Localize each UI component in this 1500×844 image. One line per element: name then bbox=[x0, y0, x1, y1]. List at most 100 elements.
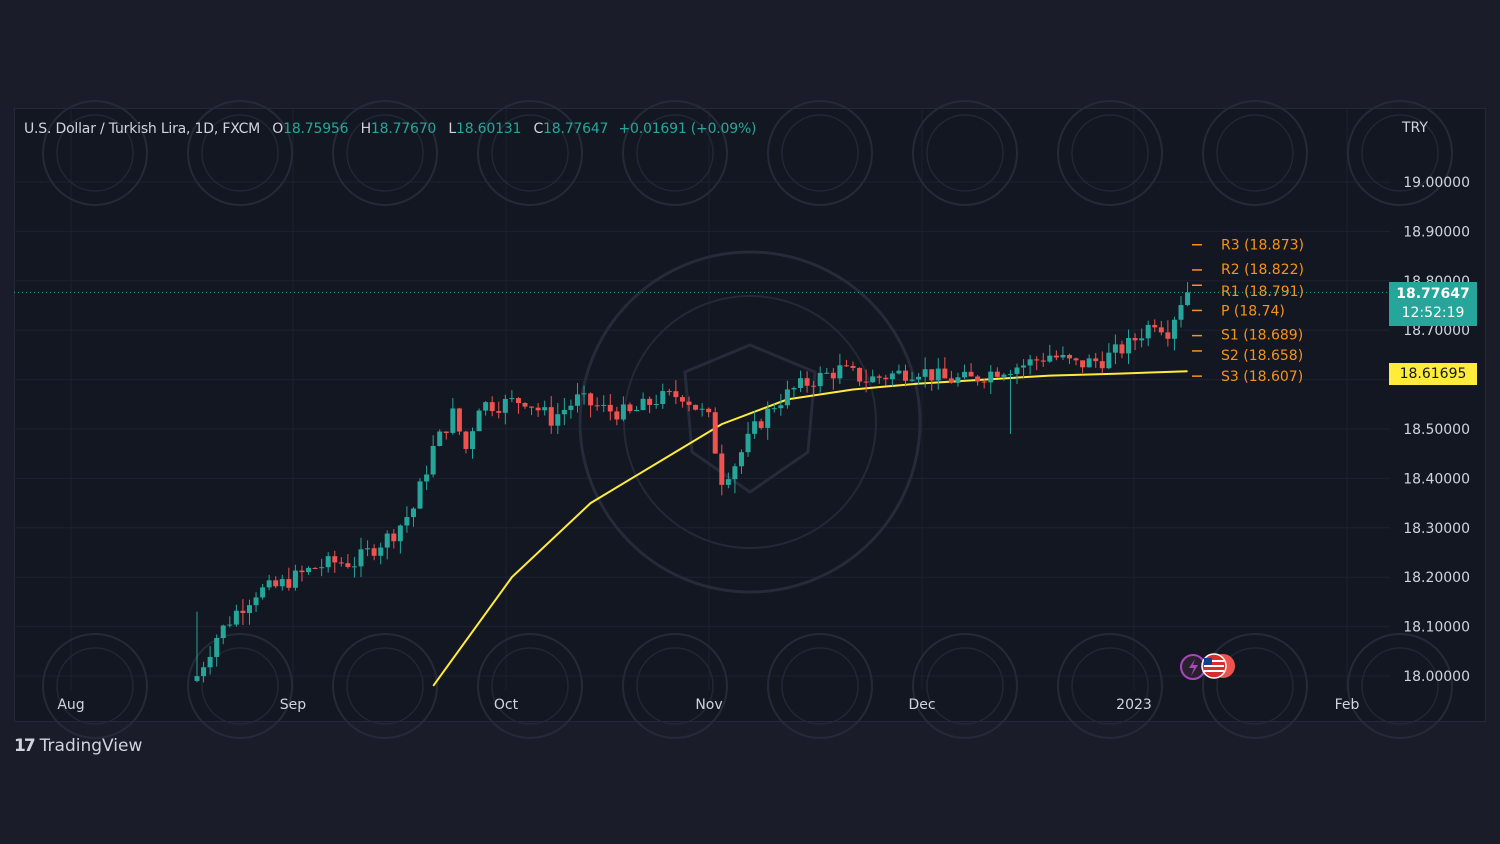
candle-up bbox=[771, 408, 777, 410]
candle-up bbox=[542, 407, 548, 411]
watermark-icon bbox=[1202, 633, 1308, 739]
candle-down bbox=[1099, 361, 1105, 369]
candle-up bbox=[634, 409, 640, 412]
candle-up bbox=[1007, 373, 1013, 375]
candle-down bbox=[942, 368, 948, 379]
candle-up bbox=[1126, 338, 1132, 354]
candle-up bbox=[922, 369, 928, 377]
candle-down bbox=[456, 408, 462, 432]
candle-up bbox=[568, 405, 574, 410]
watermark-icon bbox=[477, 100, 583, 206]
shield-icon bbox=[683, 343, 817, 494]
symbol-name[interactable]: U.S. Dollar / Turkish Lira, 1D, FXCM bbox=[24, 121, 261, 137]
candle-down bbox=[850, 365, 856, 368]
candle-down bbox=[299, 570, 305, 573]
candle-up bbox=[988, 371, 994, 383]
candlestick-layer bbox=[194, 282, 1191, 683]
candle-down bbox=[286, 579, 292, 588]
candle-down bbox=[883, 377, 889, 380]
candle-up bbox=[233, 610, 239, 625]
candle-up bbox=[817, 372, 823, 387]
watermark-icon bbox=[42, 633, 148, 739]
axis-layer: 19.0000018.9000018.8000018.7000018.60000… bbox=[57, 175, 1470, 713]
candle-down bbox=[522, 403, 528, 407]
candle-down bbox=[975, 376, 981, 382]
watermark-icon bbox=[332, 633, 438, 739]
x-axis-tick-label: Sep bbox=[280, 697, 307, 713]
bar-countdown: 12:52:19 bbox=[1401, 305, 1465, 321]
y-axis-tick-label: 18.90000 bbox=[1403, 224, 1470, 240]
candle-down bbox=[929, 369, 935, 381]
candle-up bbox=[837, 365, 843, 379]
y-axis-tick-label: 18.30000 bbox=[1403, 521, 1470, 537]
candle-down bbox=[758, 421, 764, 428]
watermark-icon bbox=[1057, 100, 1163, 206]
y-axis-tick-label: 18.40000 bbox=[1403, 471, 1470, 487]
candle-up bbox=[601, 404, 607, 406]
candle-up bbox=[955, 377, 961, 383]
candle-up bbox=[909, 379, 915, 381]
watermark-icon bbox=[1347, 633, 1453, 739]
candle-down bbox=[647, 398, 653, 405]
candle-up bbox=[502, 398, 508, 413]
candle-up bbox=[404, 517, 410, 526]
candle-down bbox=[312, 567, 318, 569]
candle-up bbox=[1171, 319, 1177, 339]
symbol-header: U.S. Dollar / Turkish Lira, 1D, FXCM O18… bbox=[24, 121, 757, 137]
candle-down bbox=[843, 365, 849, 367]
watermark-icon bbox=[56, 114, 134, 192]
candle-down bbox=[804, 378, 810, 386]
candle-up bbox=[1178, 305, 1184, 320]
candle-up bbox=[784, 389, 790, 406]
watermark-icon bbox=[622, 100, 728, 206]
candle-up bbox=[417, 481, 423, 509]
watermark-icon bbox=[1202, 100, 1308, 206]
candle-up bbox=[889, 373, 895, 380]
y-axis-tick-label: 18.50000 bbox=[1403, 422, 1470, 438]
pivot-label: P (18.74) bbox=[1221, 303, 1285, 319]
candle-down bbox=[515, 398, 521, 404]
candle-up bbox=[1112, 344, 1118, 353]
candle-up bbox=[1185, 292, 1191, 306]
candle-up bbox=[1060, 354, 1066, 358]
watermark-icon bbox=[622, 633, 728, 739]
candle-up bbox=[745, 433, 751, 453]
candle-up bbox=[738, 452, 744, 467]
candle-down bbox=[1093, 358, 1099, 362]
candle-up bbox=[476, 410, 482, 432]
watermark-icon bbox=[636, 114, 714, 192]
candle-up bbox=[778, 405, 784, 409]
tradingview-logo[interactable]: 17 TradingView bbox=[14, 736, 142, 756]
close-label: C bbox=[533, 121, 544, 137]
watermark-icon bbox=[767, 100, 873, 206]
candle-down bbox=[371, 548, 377, 556]
chart-panel[interactable] bbox=[14, 108, 1486, 722]
moving-average-line bbox=[432, 370, 1188, 687]
watermark-icon bbox=[332, 100, 438, 206]
candle-down bbox=[712, 412, 718, 454]
candle-down bbox=[1073, 358, 1079, 361]
candle-up bbox=[1027, 359, 1033, 366]
last-price-value: 18.77647 bbox=[1396, 286, 1470, 302]
us-flag-stripe bbox=[1204, 665, 1224, 667]
candle-up bbox=[450, 408, 456, 433]
candle-down bbox=[981, 381, 987, 383]
x-axis-tick-label: Dec bbox=[908, 697, 935, 713]
candle-down bbox=[811, 385, 817, 387]
candle-up bbox=[962, 371, 968, 378]
watermark-icon bbox=[187, 633, 293, 739]
candle-up bbox=[791, 388, 797, 390]
pivot-levels-layer: R3 (18.873) R2 (18.822) R1 (18.791) P (18.7… bbox=[14, 238, 1389, 385]
watermark-icon bbox=[767, 633, 873, 739]
candle-up bbox=[1086, 358, 1092, 368]
candle-down bbox=[693, 404, 699, 410]
center-watermark-icon bbox=[623, 295, 877, 549]
watermark-icon bbox=[1347, 100, 1453, 206]
candle-up bbox=[319, 567, 325, 569]
candle-down bbox=[857, 367, 863, 382]
candle-down bbox=[240, 610, 246, 613]
watermark-icon bbox=[187, 100, 293, 206]
candle-down bbox=[666, 391, 672, 393]
candle-down bbox=[1152, 324, 1158, 328]
